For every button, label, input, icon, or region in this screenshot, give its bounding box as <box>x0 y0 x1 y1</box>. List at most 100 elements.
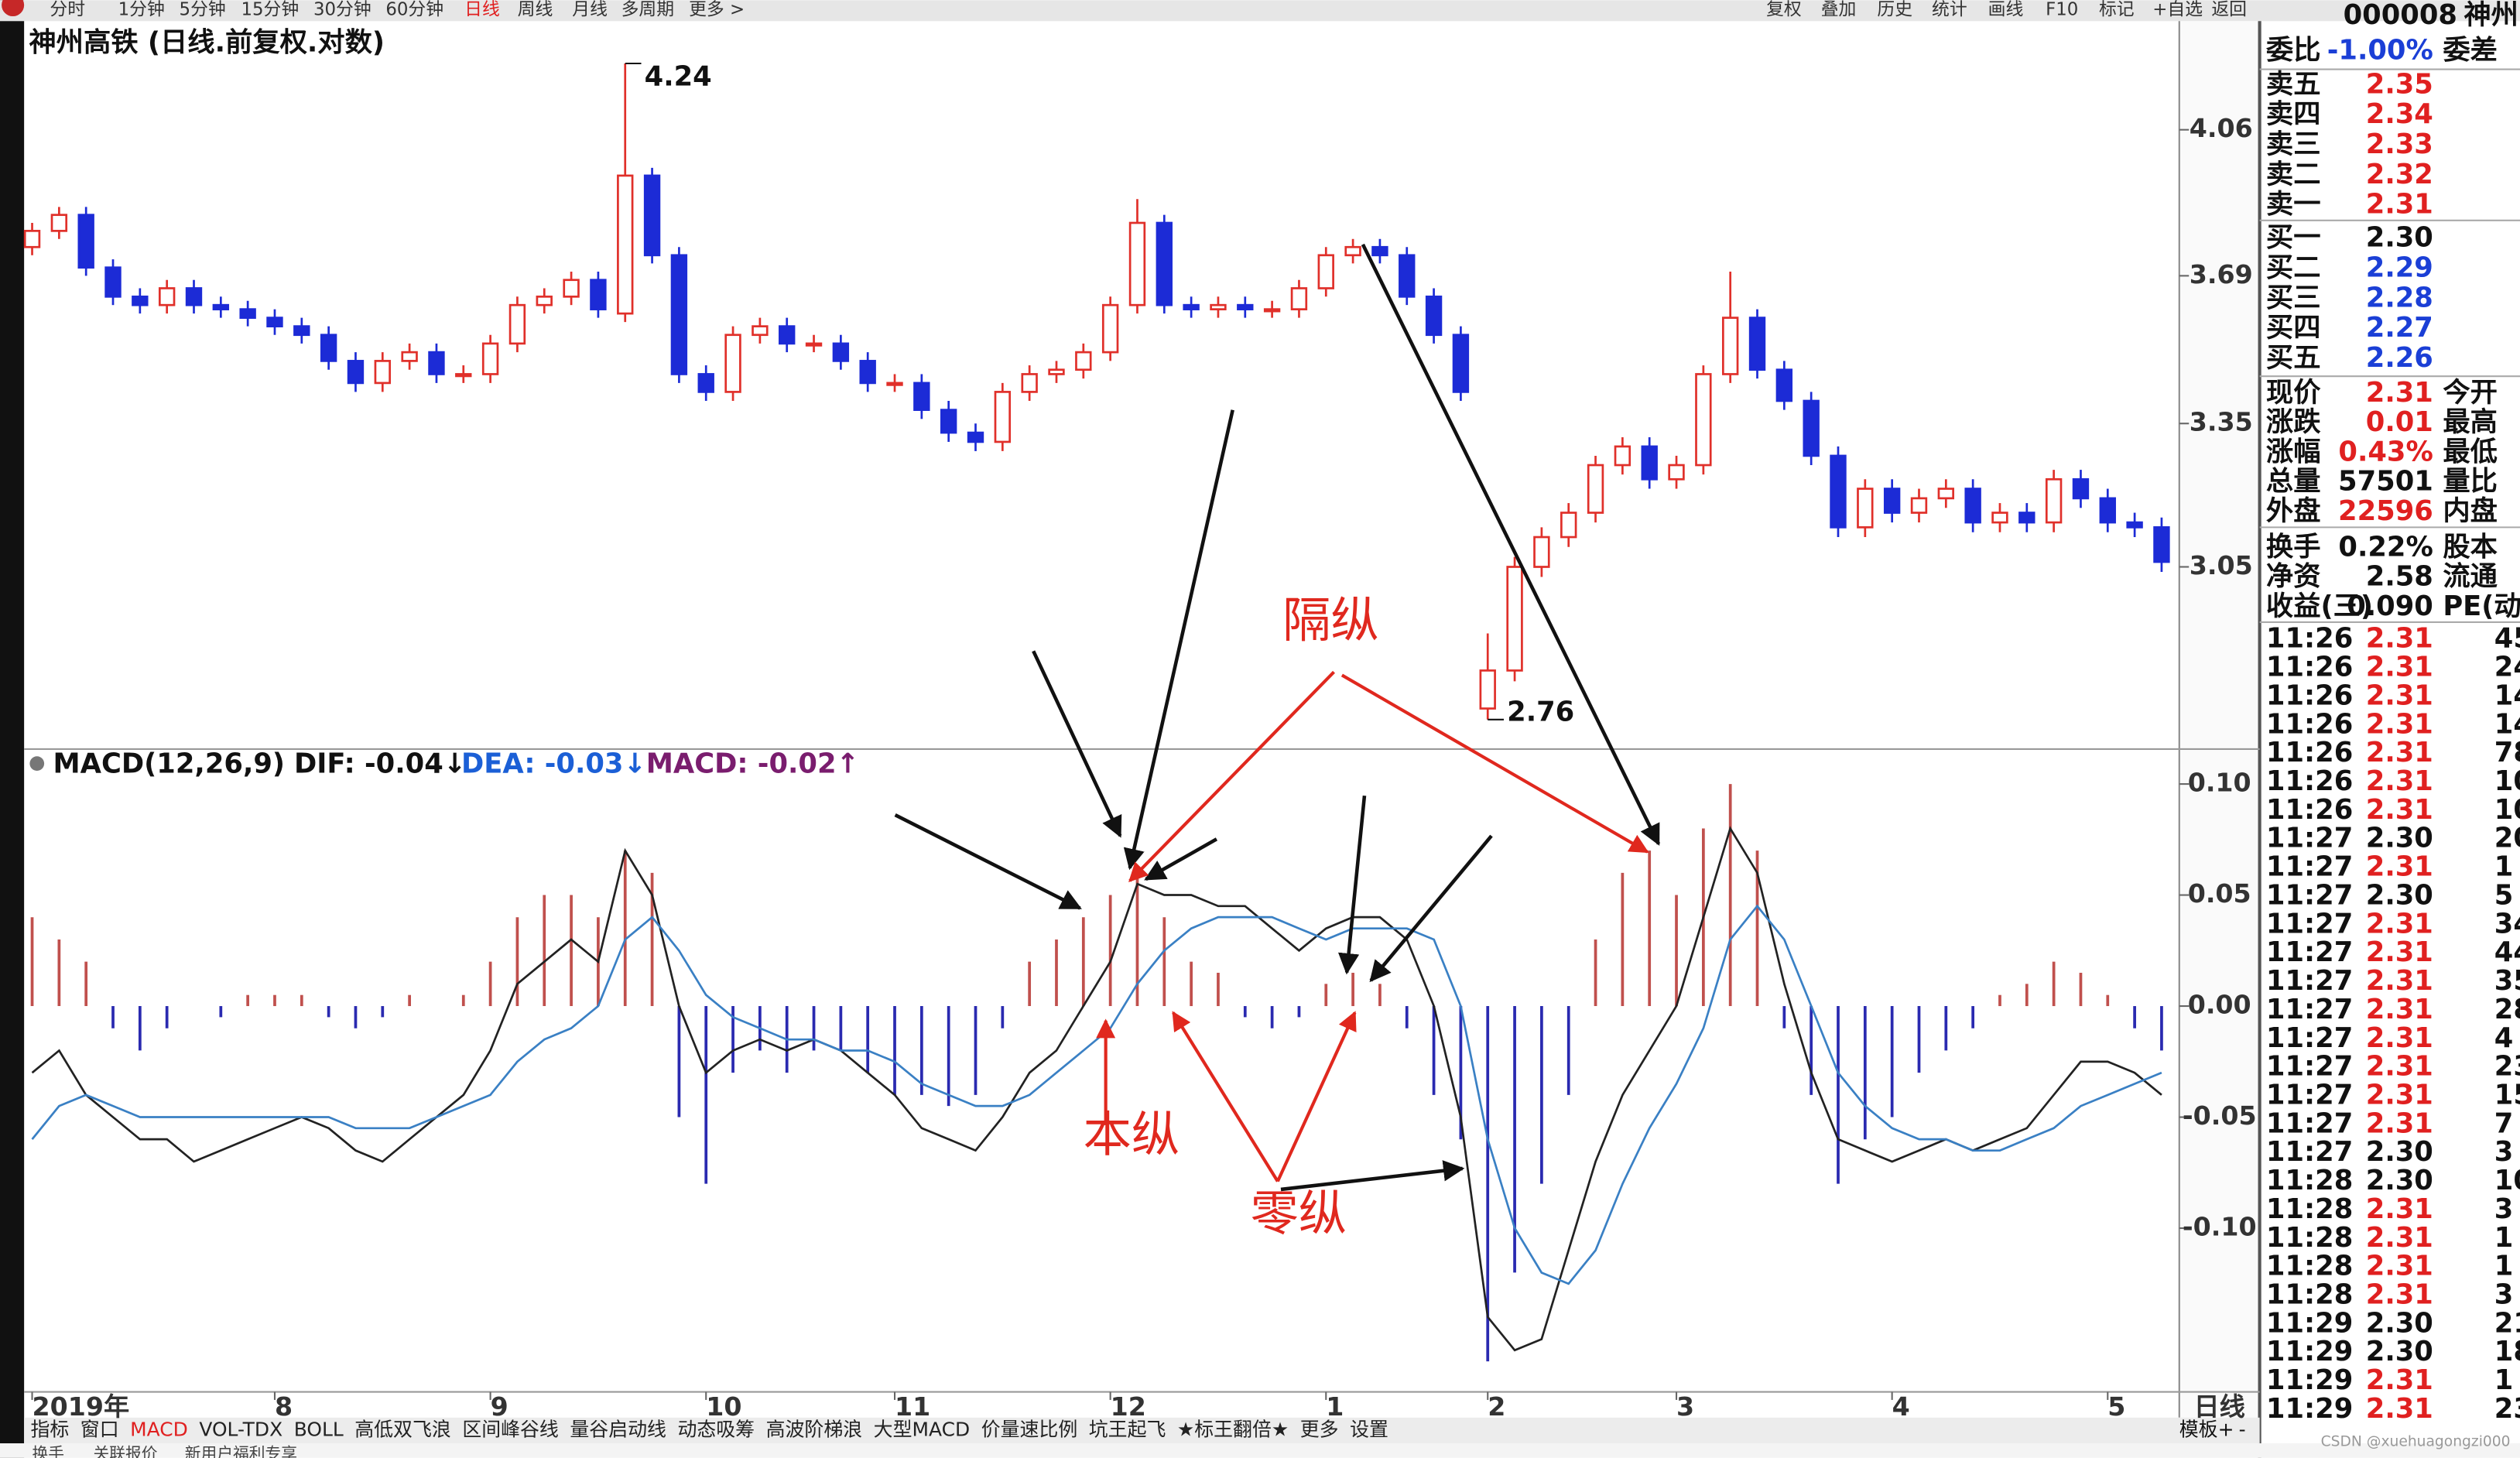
trade-price: 2.31 <box>2366 765 2433 797</box>
candle-body <box>1991 512 2008 524</box>
candle-body <box>752 325 769 337</box>
period-tab[interactable]: 多周期 <box>621 0 674 19</box>
status-item[interactable]: 关联报价 <box>93 1445 157 1458</box>
trade-time: 11:27 <box>2266 1136 2353 1168</box>
candle-body <box>2099 497 2116 524</box>
black-arrow <box>1280 1160 1465 1192</box>
stat-label: 外盘 <box>2266 495 2321 527</box>
period-tab[interactable]: 日线 <box>464 0 500 19</box>
indicator-tab[interactable]: BOLL <box>294 1418 344 1440</box>
order-label: 买一 <box>2266 222 2321 254</box>
hand-drawn-arrows: 隔纵 本纵 零纵 <box>894 243 1661 1241</box>
trade-time: 11:29 <box>2266 1364 2353 1396</box>
black-arrow <box>1369 834 1493 983</box>
trade-time: 11:27 <box>2266 994 2353 1025</box>
period-tab[interactable]: 1分钟 <box>118 0 165 19</box>
template-button[interactable]: - <box>2239 1418 2246 1440</box>
axis-strip <box>2179 21 2260 1419</box>
status-item[interactable]: 新用户福利专享 <box>185 1445 297 1458</box>
toolbar-button[interactable]: 叠加 <box>1821 0 1857 19</box>
indicator-tab[interactable]: 设置 <box>1350 1418 1388 1440</box>
candle-body <box>1344 245 1361 257</box>
indicator-readout: DIF: -0.04↓ <box>294 748 466 780</box>
quote-label: 委差 <box>2443 35 2498 67</box>
indicator-tab[interactable]: 高低双飞浪 <box>354 1418 451 1440</box>
trade-time: 11:27 <box>2266 908 2353 939</box>
indicator-tab[interactable]: 大型MACD <box>874 1418 970 1440</box>
candle-body <box>536 295 553 306</box>
candle-body <box>697 373 714 393</box>
toolbar-button[interactable]: 画线 <box>1988 0 2024 19</box>
candle-body <box>1425 295 1443 337</box>
order-price: 2.35 <box>2366 68 2433 100</box>
toolbar-button[interactable]: 复权 <box>1766 0 1802 19</box>
period-tab[interactable]: 60分钟 <box>385 0 443 19</box>
trade-time: 11:28 <box>2266 1278 2353 1310</box>
toolbar-button[interactable]: 标记 <box>2099 0 2135 19</box>
trade-price: 2.31 <box>2366 794 2433 826</box>
y-tick-label: -0.05 <box>2183 1100 2257 1131</box>
trade-time: 11:27 <box>2266 936 2353 968</box>
indicator-tab[interactable]: 指标 <box>30 1418 69 1440</box>
y-tick-label: 0.05 <box>2188 878 2251 909</box>
stat-label: 涨幅 <box>2266 436 2321 467</box>
trade-time: 11:27 <box>2266 1107 2353 1139</box>
trade-volume: 44 <box>2494 936 2520 968</box>
black-arrow <box>1123 409 1234 871</box>
trade-price: 2.30 <box>2366 1336 2433 1367</box>
trade-price: 2.31 <box>2366 708 2433 740</box>
period-tab[interactable]: 30分钟 <box>313 0 371 19</box>
indicator-tab[interactable]: 区间峰谷线 <box>462 1418 559 1440</box>
indicator-tab[interactable]: MACD <box>130 1418 188 1440</box>
candle-body <box>1910 497 1928 514</box>
period-tab[interactable]: 15分钟 <box>241 0 299 19</box>
indicator-tab[interactable]: 动态吸筹 <box>677 1418 755 1440</box>
toolbar-button[interactable]: F10 <box>2046 0 2078 19</box>
indicator-line <box>31 826 2162 1352</box>
candle-body <box>1668 464 1685 481</box>
order-label: 卖五 <box>2266 68 2321 100</box>
indicator-tab[interactable]: 价量速比例 <box>981 1418 1078 1440</box>
black-arrow <box>1144 837 1218 881</box>
indicator-tab[interactable]: ★标王翻倍★ <box>1177 1418 1289 1440</box>
indicator-tab[interactable]: 窗口 <box>80 1418 119 1440</box>
candle-body <box>1748 317 1766 371</box>
indicator-tab[interactable]: 更多 <box>1300 1418 1339 1440</box>
x-tick-label: 11 <box>895 1391 930 1422</box>
candle-body <box>481 342 499 375</box>
indicator-tab[interactable]: 坑王起飞 <box>1089 1418 1166 1440</box>
stat-value: 57501 <box>2338 466 2433 498</box>
trade-volume: 10 <box>2494 794 2520 826</box>
period-tab[interactable]: 月线 <box>572 0 608 19</box>
period-tab[interactable]: 周线 <box>518 0 553 19</box>
trade-time: 11:27 <box>2266 879 2353 911</box>
indicator-title: MACD(12,26,9) <box>53 748 286 780</box>
trade-price: 2.31 <box>2366 652 2433 683</box>
indicator-tab[interactable]: 量谷启动线 <box>570 1418 666 1440</box>
indicator-tab[interactable]: VOL-TDX <box>199 1418 282 1440</box>
period-tab[interactable]: 分时 <box>50 0 85 19</box>
status-item[interactable]: 换手 <box>33 1445 65 1458</box>
trade-price: 2.31 <box>2366 1278 2433 1310</box>
toolbar-button[interactable]: 统计 <box>1932 0 1967 19</box>
stat-label: 现价 <box>2266 377 2321 409</box>
x-axis-label: 日线 <box>2193 1391 2244 1422</box>
template-button[interactable]: + <box>2218 1418 2234 1440</box>
order-label: 卖四 <box>2266 98 2321 130</box>
stat-value: 22596 <box>2338 495 2433 527</box>
candle-body <box>1964 488 1981 524</box>
period-tab[interactable]: 更多 > <box>689 0 745 19</box>
candle-body <box>77 214 94 269</box>
indicator-tab[interactable]: 高波阶梯浪 <box>766 1418 863 1440</box>
toolbar-button[interactable]: +自选 <box>2152 0 2203 19</box>
trade-price: 2.31 <box>2366 1222 2433 1254</box>
candle-body <box>1560 512 1577 539</box>
toolbar-button[interactable]: 返回 <box>2211 0 2247 19</box>
trade-price: 2.31 <box>2366 1251 2433 1282</box>
x-tick-label: 1 <box>1326 1391 1344 1422</box>
annotation-label: 本纵 <box>1084 1107 1180 1163</box>
template-button[interactable]: 模板 <box>2179 1418 2218 1440</box>
candle-body <box>1695 373 1712 467</box>
period-tab[interactable]: 5分钟 <box>180 0 226 19</box>
toolbar-button[interactable]: 历史 <box>1877 0 1912 19</box>
